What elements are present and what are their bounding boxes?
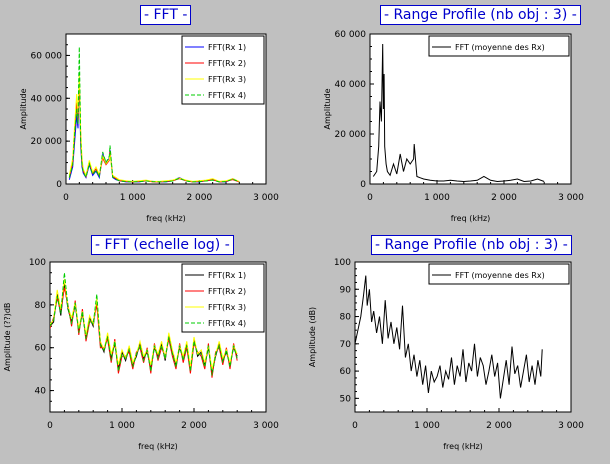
series-line-4 (68, 46, 240, 183)
y-tick-label: 70 (340, 340, 352, 350)
plot-area (354, 261, 572, 413)
chart-title-fft: - FFT - (140, 5, 192, 25)
legend-label: FFT(Rx 4) (208, 91, 246, 100)
y-tick-label: 80 (35, 301, 47, 311)
chart-panel-fft: - FFT - 0 1 000 2 000 3 000 0 20 000 40 000 60 … (0, 0, 305, 230)
y-axis-label: Amplitude (dB) (308, 307, 317, 367)
legend-label: FFT(Rx 1) (208, 43, 246, 52)
chart-panel-fft-log: - FFT (echelle log) - 0 1 000 2 000 3 000 40… (0, 230, 305, 460)
chart-fft: 0 1 000 2 000 3 000 0 20 000 40 000 60 000 freq … (19, 33, 279, 223)
x-axis-label: freq (kHz) (138, 442, 178, 451)
x-tick-label: 3 000 (253, 421, 279, 431)
y-axis-label: Amplitude (323, 88, 332, 129)
chart-range-profile: 0 1 000 2 000 3 000 0 20 000 40 000 60 000 freq … (323, 30, 584, 223)
x-tick-label: 3 000 (253, 193, 279, 203)
y-tick-label: 80 (340, 313, 352, 323)
chart-title-range-profile-db: - Range Profile (nb obj : 3) - (371, 235, 572, 255)
series-line-1 (372, 43, 545, 183)
legend-box (428, 35, 570, 57)
x-tick-label: 3 000 (558, 193, 584, 203)
legend-label: FFT(Rx 3) (208, 303, 246, 312)
legend-box (428, 263, 570, 285)
y-tick-label: 20 000 (335, 130, 367, 140)
series-line-4 (50, 272, 238, 376)
chart-panel-range-profile-db: - Range Profile (nb obj : 3) - 0 1 000 2 0… (305, 230, 610, 460)
legend-label: FFT (moyenne des Rx) (455, 271, 545, 280)
chart-fft-log: 0 1 000 2 000 3 000 40 60 80 100 freq (kHz) Ampli… (3, 258, 279, 451)
y-axis-label: Amplitude (19, 88, 28, 129)
series-line-1 (355, 275, 543, 399)
plot-area (369, 33, 572, 185)
x-axis-label: freq (kHz) (443, 442, 483, 451)
y-tick-label: 0 (360, 180, 366, 190)
x-axis-label: freq (kHz) (451, 214, 491, 223)
y-tick-label: 60 (35, 344, 47, 354)
x-tick-label: 0 (47, 421, 53, 431)
x-tick-label: 1 000 (424, 193, 450, 203)
y-tick-label: 60 000 (31, 51, 63, 61)
x-tick-label: 2 000 (491, 193, 517, 203)
y-tick-label: 90 (340, 285, 352, 295)
legend-label: FFT (moyenne des Rx) (455, 43, 545, 52)
y-tick-label: 20 000 (31, 137, 63, 147)
legend-label: FFT(Rx 1) (208, 271, 246, 280)
x-tick-label: 1 000 (414, 421, 440, 431)
y-tick-label: 50 (340, 394, 352, 404)
legend-label: FFT(Rx 3) (208, 75, 246, 84)
y-tick-label: 40 000 (31, 94, 63, 104)
y-tick-label: 40 000 (335, 80, 367, 90)
legend-label: FFT(Rx 4) (208, 319, 246, 328)
y-tick-label: 100 (334, 258, 351, 268)
x-tick-label: 2 000 (486, 421, 512, 431)
x-tick-label: 3 000 (558, 421, 584, 431)
y-tick-label: 100 (29, 258, 46, 268)
y-tick-label: 60 (340, 367, 352, 377)
chart-panel-range-profile: - Range Profile (nb obj : 3) - 0 1 000 2 0… (305, 0, 610, 230)
x-tick-label: 1 000 (109, 421, 135, 431)
x-tick-label: 0 (63, 193, 69, 203)
x-axis-label: freq (kHz) (146, 214, 186, 223)
legend-label: FFT(Rx 2) (208, 59, 246, 68)
y-tick-label: 60 000 (335, 30, 367, 40)
x-tick-label: 2 000 (181, 421, 207, 431)
x-tick-label: 1 000 (120, 193, 146, 203)
x-tick-label: 0 (367, 193, 373, 203)
chart-title-range-profile: - Range Profile (nb obj : 3) - (380, 5, 581, 25)
y-axis-label: Amplitude (??)dB (3, 303, 12, 372)
y-tick-label: 40 (35, 387, 47, 397)
chart-range-profile-db: 0 1 000 2 000 3 000 50 60 70 80 90 100 freq (kHz) A… (308, 258, 584, 451)
x-tick-label: 2 000 (186, 193, 212, 203)
y-tick-label: 0 (56, 180, 62, 190)
x-tick-label: 0 (352, 421, 358, 431)
chart-title-fft-log: - FFT (echelle log) - (91, 235, 234, 255)
legend-label: FFT(Rx 2) (208, 287, 246, 296)
